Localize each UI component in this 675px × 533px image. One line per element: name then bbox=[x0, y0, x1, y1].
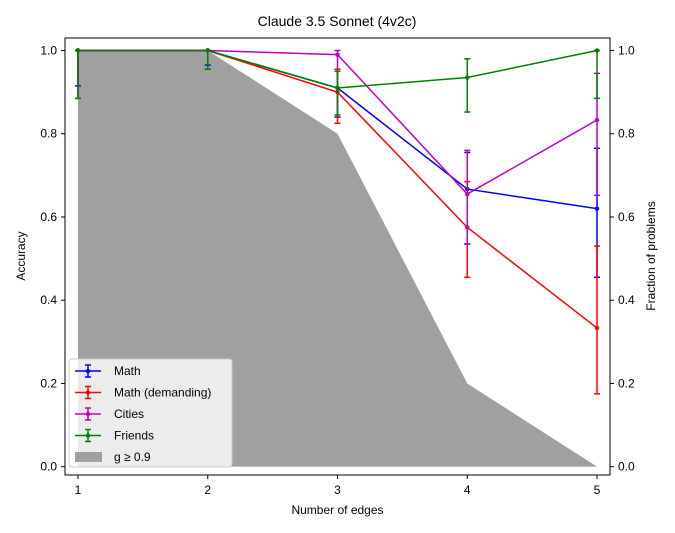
legend-label: g ≥ 0.9 bbox=[114, 450, 151, 464]
legend-marker bbox=[85, 368, 91, 374]
y2-axis-label: Fraction of problems bbox=[644, 201, 658, 310]
y-tick-label: 0.6 bbox=[40, 210, 57, 224]
x-tick-label: 5 bbox=[594, 483, 601, 497]
y2-tick-label: 1.0 bbox=[618, 43, 635, 57]
legend-label: Cities bbox=[114, 407, 144, 421]
series-friends bbox=[74, 48, 601, 116]
y2-tick-label: 0.4 bbox=[618, 293, 635, 307]
y-tick-label: 1.0 bbox=[40, 43, 57, 57]
legend-marker bbox=[85, 433, 91, 438]
data-point bbox=[335, 52, 340, 57]
x-tick-label: 2 bbox=[204, 483, 211, 497]
data-point bbox=[594, 206, 600, 211]
x-tick-label: 3 bbox=[334, 483, 341, 497]
data-point bbox=[594, 48, 600, 53]
data-point bbox=[335, 85, 340, 91]
legend-marker bbox=[85, 411, 91, 417]
axis-layer: 1 2 3 4 5 0.0 0.2 0.4 0.6 0.8 1.0 0.0 0.2 0.4 0.6 0.8 1.… bbox=[40, 43, 635, 497]
y-tick-label: 0.4 bbox=[40, 293, 57, 307]
y2-tick-label: 0.6 bbox=[618, 210, 635, 224]
legend: Math Math (demanding) Cities Friends g ≥ 0.9 bbox=[68, 358, 233, 468]
legend-area-swatch bbox=[75, 452, 102, 462]
legend-box bbox=[68, 358, 233, 468]
legend-marker bbox=[85, 390, 91, 395]
legend-label: Math (demanding) bbox=[114, 386, 211, 400]
x-axis-label: Number of edges bbox=[291, 503, 383, 517]
legend-label: Friends bbox=[114, 429, 154, 443]
y2-tick-label: 0.8 bbox=[618, 127, 635, 141]
data-point bbox=[594, 117, 600, 123]
y-axis-label: Accuracy bbox=[14, 231, 28, 280]
x-tick-label: 4 bbox=[464, 483, 471, 497]
y2-tick-label: 0.0 bbox=[618, 460, 635, 474]
legend-label: Math bbox=[114, 364, 141, 378]
data-point bbox=[465, 191, 470, 197]
y-tick-label: 0.2 bbox=[40, 376, 57, 390]
series-layer bbox=[74, 48, 601, 395]
x-tick-label: 1 bbox=[75, 483, 82, 497]
chart-title: Claude 3.5 Sonnet (4v2c) bbox=[258, 13, 417, 29]
y-tick-label: 0.0 bbox=[40, 460, 57, 474]
data-point bbox=[75, 48, 81, 53]
data-point bbox=[205, 48, 210, 53]
y2-tick-label: 0.2 bbox=[618, 376, 635, 390]
data-point bbox=[465, 75, 470, 80]
y-tick-label: 0.8 bbox=[40, 127, 57, 141]
data-point bbox=[594, 325, 600, 331]
